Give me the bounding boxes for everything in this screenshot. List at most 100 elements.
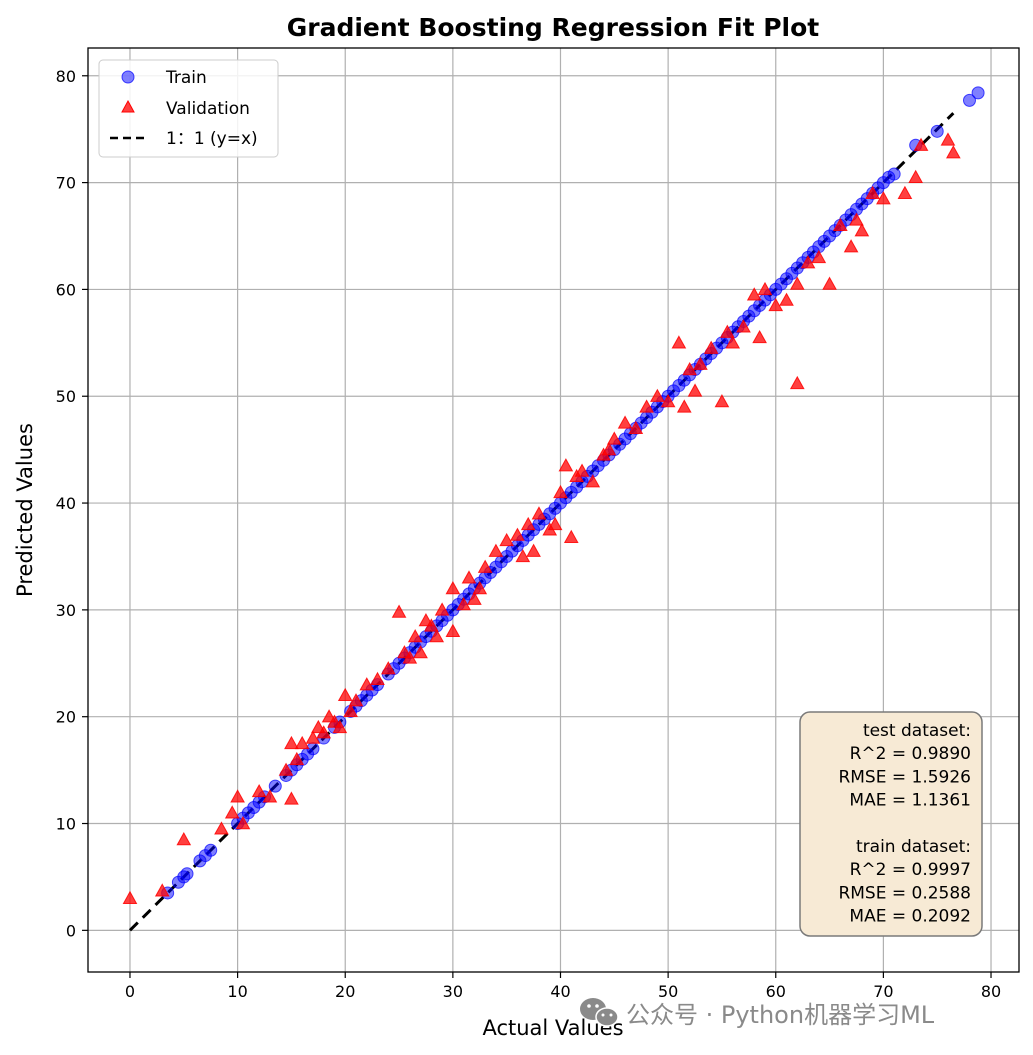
legend: Train Validation 1：1 (y=x) <box>98 59 279 158</box>
x-tick-label: 0 <box>125 982 135 1001</box>
validation-point <box>224 805 240 819</box>
validation-point <box>547 516 563 531</box>
validation-point <box>380 661 396 675</box>
validation-point <box>746 287 762 301</box>
train-point <box>930 124 944 138</box>
validation-point <box>687 383 703 397</box>
train-point <box>971 86 985 100</box>
validation-point <box>585 474 601 488</box>
validation-point <box>520 516 536 531</box>
stats-lines: test dataset: R^2 = 0.9890 RMSE = 1.5926 MA… <box>838 721 971 927</box>
stats-line: RMSE = 0.2588 <box>838 883 971 903</box>
validation-point <box>122 890 138 904</box>
validation-point <box>402 650 418 664</box>
validation-point <box>284 791 299 805</box>
x-tick-label: 10 <box>227 982 247 1001</box>
x-tick-label: 30 <box>443 982 463 1001</box>
validation-point <box>693 356 708 370</box>
y-tick-label: 0 <box>66 921 76 940</box>
validation-point <box>359 677 375 691</box>
legend-train-label: Train <box>165 68 207 88</box>
stats-line: test dataset: <box>863 721 971 741</box>
validation-point <box>940 132 956 146</box>
validation-point <box>251 783 267 798</box>
validation-point <box>913 137 929 151</box>
validation-point <box>628 420 644 434</box>
train-point <box>204 843 218 857</box>
validation-point <box>719 324 735 338</box>
validation-point <box>671 335 687 349</box>
validation-point <box>800 255 816 269</box>
validation-point <box>736 319 751 333</box>
validation-point <box>278 762 294 776</box>
x-tick-label: 50 <box>658 982 678 1001</box>
validation-point <box>876 191 891 205</box>
validation-point <box>822 276 837 290</box>
train-point <box>268 779 282 793</box>
validation-point <box>574 463 590 477</box>
validation-point <box>472 580 488 595</box>
validation-point <box>235 815 251 830</box>
y-tick-label: 40 <box>56 494 76 513</box>
validation-point <box>429 629 445 643</box>
validation-point <box>682 362 698 376</box>
validation-point <box>423 618 439 632</box>
validation-point <box>510 527 525 541</box>
validation-point <box>553 484 568 499</box>
watermark-text: 公众号 · Python机器学习ML <box>626 1001 935 1029</box>
validation-point <box>284 735 299 750</box>
x-tick-label: 40 <box>550 982 570 1001</box>
validation-point <box>606 431 622 445</box>
validation-point <box>370 671 385 686</box>
validation-point <box>467 591 482 605</box>
y-tick-label: 80 <box>56 67 76 86</box>
y-tick-label: 10 <box>56 815 76 834</box>
stats-line: RMSE = 1.5926 <box>838 767 971 787</box>
validation-point <box>461 570 477 584</box>
validation-point <box>779 292 794 306</box>
validation-point <box>526 543 541 557</box>
train-point <box>887 167 901 181</box>
validation-point <box>337 687 353 702</box>
validation-point <box>176 832 192 846</box>
legend-box <box>98 59 279 158</box>
validation-point <box>725 335 741 349</box>
validation-point <box>854 223 870 237</box>
validation-point <box>558 458 574 472</box>
validation-point <box>316 725 332 739</box>
x-tick-label: 20 <box>335 982 355 1001</box>
validation-point <box>445 623 461 637</box>
y-tick-label: 60 <box>56 280 76 299</box>
validation-point <box>768 297 784 312</box>
y-tick-label: 30 <box>56 601 76 620</box>
validation-point <box>413 645 428 659</box>
validation-point <box>332 719 348 734</box>
validation-point <box>650 388 665 402</box>
validation-point <box>811 249 827 264</box>
validation-point <box>407 629 423 643</box>
validation-point <box>305 730 321 744</box>
train-point <box>962 93 976 107</box>
x-tick-label: 80 <box>981 982 1001 1001</box>
validation-point <box>230 789 245 803</box>
validation-point <box>789 375 805 390</box>
validation-point <box>531 506 547 520</box>
x-tick-label: 70 <box>873 982 893 1001</box>
y-tick-label: 50 <box>56 387 76 406</box>
validation-point <box>289 751 305 766</box>
validation-point <box>865 185 880 199</box>
validation-point <box>214 821 229 835</box>
validation-point <box>262 789 278 803</box>
validation-point <box>477 559 493 573</box>
validation-point <box>897 185 913 199</box>
validation-point <box>434 602 450 616</box>
y-tick-label: 70 <box>56 174 76 193</box>
validation-point <box>343 703 358 718</box>
validation-point <box>445 580 461 595</box>
validation-point <box>660 394 676 408</box>
validation-point <box>849 212 864 226</box>
validation-point <box>908 169 924 183</box>
y-tick-label: 20 <box>56 708 76 727</box>
stats-line: MAE = 0.2092 <box>849 907 971 927</box>
